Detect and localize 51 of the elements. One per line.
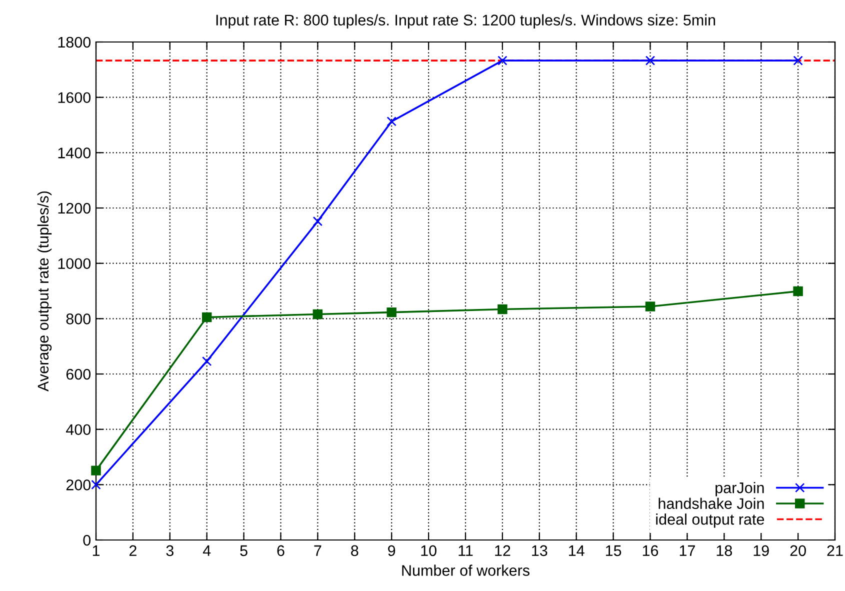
point [202, 312, 212, 322]
x-tick-label: 5 [240, 545, 248, 556]
point [91, 466, 101, 476]
x-tick-label: 10 [421, 545, 436, 556]
x-tick-label: 18 [716, 545, 732, 556]
y-tick-label: 1600 [58, 92, 91, 104]
x-tick-label: 6 [277, 545, 284, 556]
x-tick-label: 17 [680, 545, 695, 556]
chart-title: Input rate R: 800 tuples/s. Input rate S: 1200 tuples/s. Windows size: 5min [216, 14, 716, 29]
x-tick-label: 2 [129, 545, 136, 556]
point [312, 216, 323, 226]
point [202, 356, 212, 366]
y-tick-label: 1400 [58, 148, 91, 158]
point [793, 286, 803, 296]
legend-label: parJoin [716, 482, 764, 496]
y-axis-title: Average output rate (tuples/s) [37, 191, 52, 392]
x-tick-label: 9 [388, 545, 396, 556]
x-tick-label: 7 [314, 545, 322, 556]
x-tick-label: 19 [754, 545, 769, 556]
x-tick-label: 13 [532, 545, 548, 556]
x-tick-label: 4 [202, 545, 211, 556]
x-tick-label: 12 [495, 545, 510, 556]
x-tick-label: 1 [92, 545, 100, 556]
y-tick-label: 0 [83, 534, 91, 546]
point [645, 56, 656, 66]
x-tick-label: 21 [827, 545, 843, 556]
point [91, 480, 101, 490]
y-tick-label: 1000 [58, 258, 91, 270]
x-tick-label: 16 [642, 545, 658, 556]
legend-label: handshake Join [658, 498, 764, 509]
point [312, 309, 323, 320]
y-tick-label: 1200 [58, 202, 91, 214]
x-tick-label: 11 [458, 545, 473, 556]
point [498, 304, 508, 314]
legend-label: ideal output rate [656, 514, 764, 528]
y-tick-label: 800 [66, 314, 91, 324]
x-tick-label: 3 [166, 545, 174, 556]
y-tick-label: 200 [66, 480, 91, 490]
y-tick-label: 600 [66, 368, 91, 380]
point [386, 116, 396, 126]
y-tick-label: 1800 [58, 36, 91, 48]
x-tick-label: 20 [790, 545, 806, 556]
x-tick-label: 15 [606, 545, 622, 556]
point [498, 56, 508, 66]
x-axis-title: Number of workers [402, 564, 530, 576]
x-tick-label: 8 [351, 545, 358, 556]
point [386, 307, 396, 318]
point [793, 56, 803, 66]
x-tick-label: 14 [569, 545, 584, 556]
y-tick-label: 400 [66, 424, 91, 436]
point [645, 302, 656, 312]
